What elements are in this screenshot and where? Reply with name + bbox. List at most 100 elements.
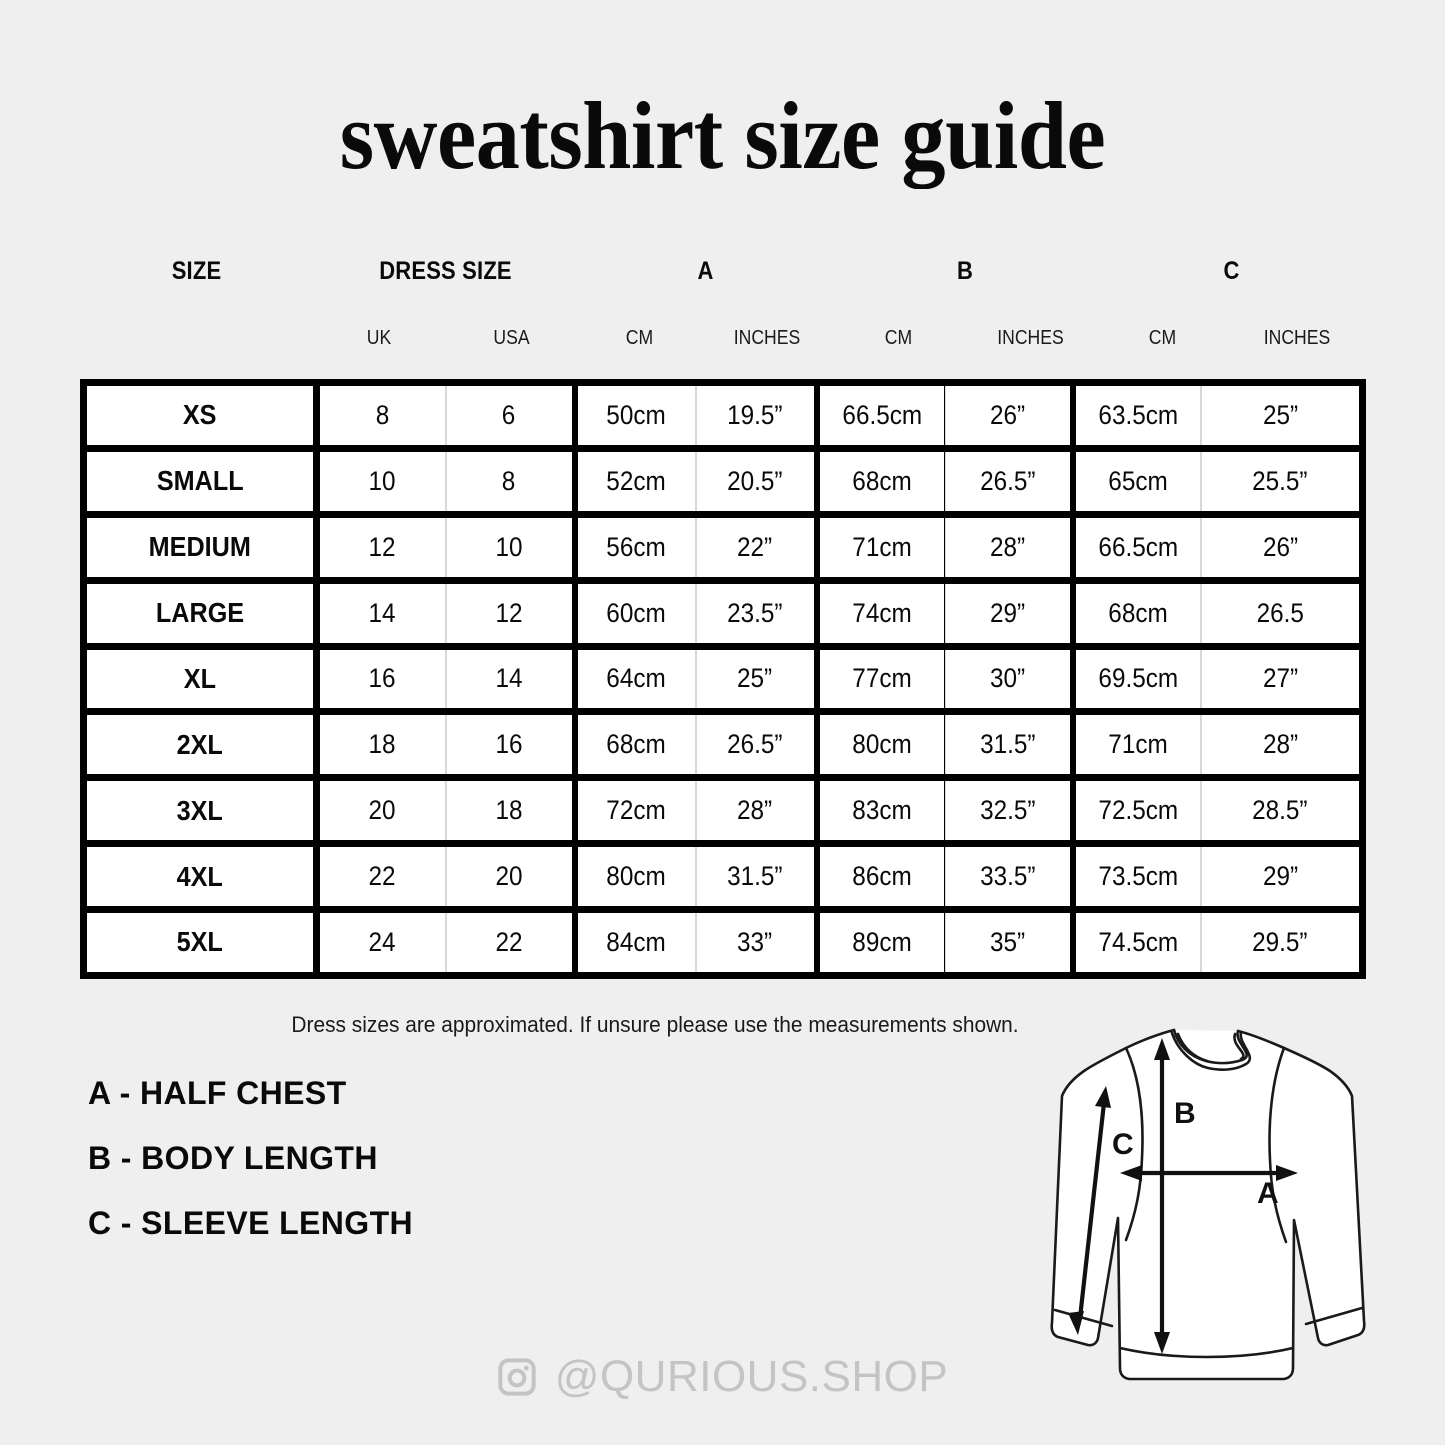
group-header-dress-size: DRESS SIZE [379, 257, 512, 285]
cell-a-cm: 68cm [578, 715, 695, 775]
cell-usa: 14 [446, 649, 572, 709]
column-divider [695, 583, 697, 643]
cell-c-inches: 28.5” [1201, 781, 1359, 841]
unit-header-c-cm: CM [1148, 327, 1177, 349]
cell-size: 5XL [87, 913, 313, 972]
cell-b-inches: 26.5” [945, 451, 1070, 511]
column-divider [695, 715, 697, 775]
cell-c-cm: 65cm [1076, 451, 1200, 511]
cell-b-inches: 32.5” [945, 781, 1070, 841]
cell-a-cm: 52cm [578, 451, 695, 511]
cell-a-inches: 22” [696, 517, 814, 577]
column-divider [944, 649, 946, 709]
cell-c-inches: 26” [1201, 517, 1359, 577]
column-divider [944, 583, 946, 643]
sweatshirt-diagram: B A C [1022, 1008, 1422, 1428]
disclaimer-text: Dress sizes are approximated. If unsure … [291, 1012, 1019, 1037]
cell-c-cm: 66.5cm [1076, 517, 1200, 577]
cell-b-cm: 89cm [820, 913, 944, 972]
cell-c-cm: 72.5cm [1076, 781, 1200, 841]
cell-size: SMALL [87, 451, 313, 511]
cell-usa: 22 [446, 913, 572, 972]
column-divider [1200, 847, 1202, 906]
column-divider [695, 517, 697, 577]
table-row: XL 16 14 64cm 25” 77cm 30” 69.5cm 27” [87, 649, 1359, 709]
column-divider [445, 847, 447, 906]
cell-b-cm: 71cm [820, 517, 944, 577]
cell-a-inches: 33” [696, 913, 814, 972]
cell-c-inches: 28” [1201, 715, 1359, 775]
unit-header-b-inches: INCHES [997, 327, 1064, 349]
size-table: XS 8 6 50cm 19.5” 66.5cm 26” 63.5cm 25” SMALL 10 8 5… [80, 379, 1366, 979]
cell-c-cm: 69.5cm [1076, 649, 1200, 709]
column-divider [1200, 451, 1202, 511]
unit-header-uk: UK [366, 327, 392, 349]
size-table-body: XS 8 6 50cm 19.5” 66.5cm 26” 63.5cm 25” SMALL 10 8 5… [87, 386, 1359, 972]
table-row: 5XL 24 22 84cm 33” 89cm 35” 74.5cm 29.5” [87, 913, 1359, 972]
arrow-c [1068, 1086, 1111, 1335]
column-divider [695, 913, 697, 972]
column-divider [695, 386, 697, 445]
cell-uk: 20 [320, 781, 445, 841]
cell-b-cm: 77cm [820, 649, 944, 709]
cell-b-inches: 31.5” [945, 715, 1070, 775]
column-divider [445, 913, 447, 972]
cell-size: 2XL [87, 715, 313, 775]
column-divider [1200, 781, 1202, 841]
cell-usa: 8 [446, 451, 572, 511]
column-divider [944, 386, 946, 445]
cell-usa: 12 [446, 583, 572, 643]
unit-header-usa: USA [493, 327, 530, 349]
cell-b-inches: 35” [945, 913, 1070, 972]
cell-b-inches: 30” [945, 649, 1070, 709]
column-divider [1200, 649, 1202, 709]
cell-size: XL [87, 649, 313, 709]
unit-header-a-cm: CM [625, 327, 654, 349]
column-divider [695, 847, 697, 906]
column-divider [445, 517, 447, 577]
column-divider [445, 583, 447, 643]
column-divider [445, 781, 447, 841]
cell-c-cm: 74.5cm [1076, 913, 1200, 972]
watermark-handle: @QURIOUS.SHOP [554, 1352, 949, 1401]
cell-c-cm: 71cm [1076, 715, 1200, 775]
legend-item-b: B - BODY LENGTH [88, 1140, 378, 1176]
column-divider [445, 451, 447, 511]
cell-uk: 10 [320, 451, 445, 511]
table-row: SMALL 10 8 52cm 20.5” 68cm 26.5” 65cm 25.5” [87, 451, 1359, 511]
cell-size: LARGE [87, 583, 313, 643]
table-row: MEDIUM 12 10 56cm 22” 71cm 28” 66.5cm 26” [87, 517, 1359, 577]
cell-size: MEDIUM [87, 517, 313, 577]
cell-size: XS [87, 386, 313, 445]
column-group-headers: SIZE DRESS SIZE A B C [80, 254, 1366, 288]
cell-uk: 18 [320, 715, 445, 775]
table-row: 3XL 20 18 72cm 28” 83cm 32.5” 72.5cm 28.5” [87, 781, 1359, 841]
cell-c-cm: 68cm [1076, 583, 1200, 643]
cell-a-cm: 84cm [578, 913, 695, 972]
column-unit-headers: UK USA CM INCHES CM INCHES CM INCHES [80, 324, 1366, 352]
cell-a-inches: 26.5” [696, 715, 814, 775]
cell-b-inches: 29” [945, 583, 1070, 643]
column-divider [445, 715, 447, 775]
cell-uk: 8 [320, 386, 445, 445]
column-divider [1200, 583, 1202, 643]
cell-size: 3XL [87, 781, 313, 841]
arrow-a [1120, 1165, 1298, 1181]
cell-a-inches: 28” [696, 781, 814, 841]
cell-usa: 20 [446, 847, 572, 906]
column-divider [944, 781, 946, 841]
unit-header-a-inches: INCHES [733, 327, 801, 349]
column-divider [445, 649, 447, 709]
cell-a-inches: 31.5” [696, 847, 814, 906]
cell-usa: 6 [446, 386, 572, 445]
instagram-icon [497, 1357, 537, 1397]
cell-uk: 12 [320, 517, 445, 577]
watermark: @QURIOUS.SHOP [0, 1352, 1445, 1402]
table-row: XS 8 6 50cm 19.5” 66.5cm 26” 63.5cm 25” [87, 386, 1359, 445]
column-divider [944, 913, 946, 972]
diagram-label-a: A [1257, 1177, 1279, 1210]
measurement-arrows [1068, 1038, 1298, 1354]
cell-c-cm: 73.5cm [1076, 847, 1200, 906]
cell-uk: 14 [320, 583, 445, 643]
table-row: 2XL 18 16 68cm 26.5” 80cm 31.5” 71cm 28” [87, 715, 1359, 775]
